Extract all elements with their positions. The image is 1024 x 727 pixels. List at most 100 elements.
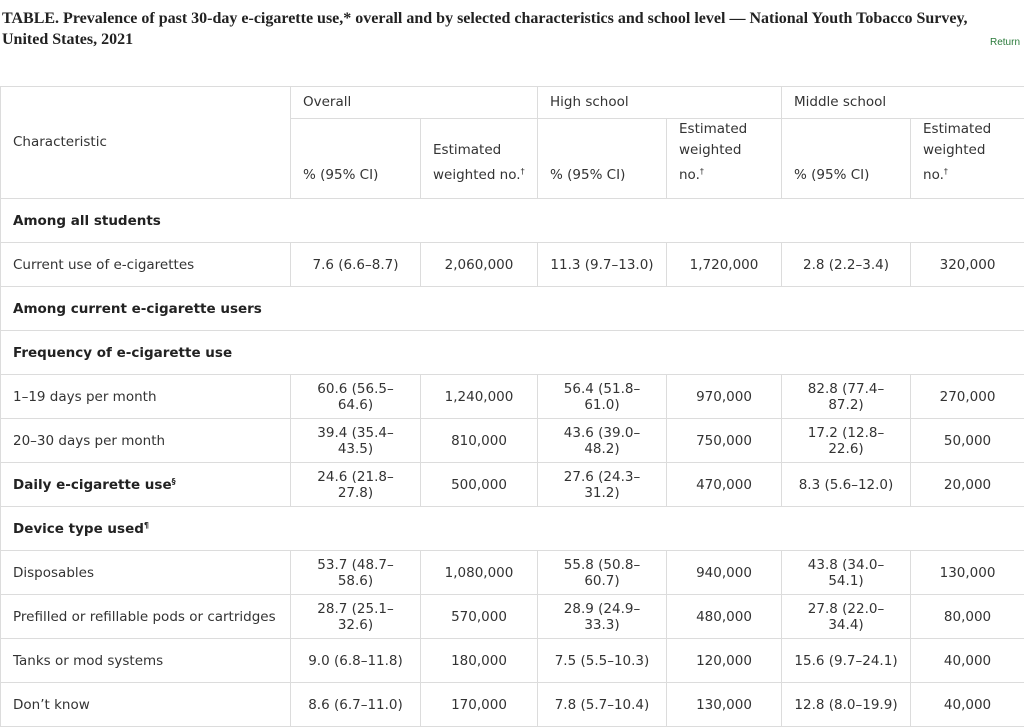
column-header: % (95% CI) — [782, 119, 911, 199]
table-cell: 1,720,000 — [667, 243, 782, 287]
column-header-text: Estimated weighted no. — [923, 121, 991, 183]
table-cell: 270,000 — [911, 375, 1024, 419]
table-cell: 55.8 (50.8–60.7) — [538, 551, 667, 595]
table-cell: 130,000 — [911, 551, 1024, 595]
row-label: 1–19 days per month — [1, 375, 291, 419]
table-cell: 7.5 (5.5–10.3) — [538, 639, 667, 683]
table-cell: 9.0 (6.8–11.8) — [291, 639, 421, 683]
table-row: Among all students — [1, 199, 1024, 243]
table-cell: 56.4 (51.8–61.0) — [538, 375, 667, 419]
table-cell: 810,000 — [421, 419, 538, 463]
row-label-text: Daily e-cigarette use — [13, 477, 172, 493]
column-header-text: % (95% CI) — [303, 167, 378, 183]
row-label-text: Current use of e-cigarettes — [13, 257, 194, 273]
table-row: Device type used¶ — [1, 507, 1024, 551]
footnote-mark: § — [172, 477, 176, 486]
table-cell: 27.8 (22.0–34.4) — [782, 595, 911, 639]
column-header: Estimated weighted no.† — [421, 119, 538, 199]
table-cell: 28.9 (24.9–33.3) — [538, 595, 667, 639]
table-cell: 53.7 (48.7–58.6) — [291, 551, 421, 595]
table-cell: 12.8 (8.0–19.9) — [782, 683, 911, 727]
row-label: Device type used¶ — [1, 507, 1024, 551]
row-label: Don’t know — [1, 683, 291, 727]
row-label-text: 1–19 days per month — [13, 389, 157, 405]
column-header-text: Estimated weighted no. — [679, 121, 747, 183]
table-row: Frequency of e-cigarette use — [1, 331, 1024, 375]
table-cell: 500,000 — [421, 463, 538, 507]
row-label: 20–30 days per month — [1, 419, 291, 463]
column-header-text: % (95% CI) — [550, 167, 625, 183]
table-cell: 20,000 — [911, 463, 1024, 507]
table-cell: 8.3 (5.6–12.0) — [782, 463, 911, 507]
row-label-text: Don’t know — [13, 697, 90, 713]
table-cell: 320,000 — [911, 243, 1024, 287]
table-cell: 11.3 (9.7–13.0) — [538, 243, 667, 287]
row-label: Daily e-cigarette use§ — [1, 463, 291, 507]
table-cell: 40,000 — [911, 639, 1024, 683]
table-cell: 470,000 — [667, 463, 782, 507]
table-cell: 39.4 (35.4–43.5) — [291, 419, 421, 463]
footnote-mark: † — [521, 167, 525, 176]
row-label: Tanks or mod systems — [1, 639, 291, 683]
table-cell: 7.8 (5.7–10.4) — [538, 683, 667, 727]
row-label: Prefilled or refillable pods or cartridg… — [1, 595, 291, 639]
table-cell: 970,000 — [667, 375, 782, 419]
row-label-text: Disposables — [13, 565, 94, 581]
table-title: TABLE. Prevalence of past 30-day e-cigar… — [2, 8, 1017, 50]
table-cell: 60.6 (56.5–64.6) — [291, 375, 421, 419]
table-body: Among all students Current use of e-cigar… — [1, 199, 1024, 727]
row-label-text: 20–30 days per month — [13, 433, 165, 449]
column-header: Estimated weighted no.† — [911, 119, 1024, 199]
table-cell: 1,240,000 — [421, 375, 538, 419]
table-row: Prefilled or refillable pods or cartridg… — [1, 595, 1024, 639]
table-cell: 27.6 (24.3–31.2) — [538, 463, 667, 507]
table-cell: 80,000 — [911, 595, 1024, 639]
group-header: High school — [538, 87, 782, 119]
row-label-text: Device type used — [13, 521, 144, 537]
table-cell: 2.8 (2.2–3.4) — [782, 243, 911, 287]
characteristic-header: Characteristic — [1, 87, 291, 199]
table-cell: 570,000 — [421, 595, 538, 639]
table-cell: 480,000 — [667, 595, 782, 639]
table-cell: 8.6 (6.7–11.0) — [291, 683, 421, 727]
row-label: Among all students — [1, 199, 1024, 243]
row-label-text: Prefilled or refillable pods or cartridg… — [13, 609, 276, 625]
column-header-text: % (95% CI) — [794, 167, 869, 183]
table-cell: 50,000 — [911, 419, 1024, 463]
table-cell: 40,000 — [911, 683, 1024, 727]
column-header-text: Estimated weighted no. — [433, 142, 521, 183]
table-cell: 7.6 (6.6–8.7) — [291, 243, 421, 287]
group-header: Overall — [291, 87, 538, 119]
row-label-text: Among all students — [13, 213, 161, 229]
table-cell: 2,060,000 — [421, 243, 538, 287]
table-row: Tanks or mod systems 9.0 (6.8–11.8)180,00… — [1, 639, 1024, 683]
row-label-text: Frequency of e-cigarette use — [13, 345, 232, 361]
return-link[interactable]: Return — [990, 37, 1020, 48]
table-row: Among current e-cigarette users — [1, 287, 1024, 331]
footnote-mark: † — [944, 167, 948, 176]
footnote-mark: † — [700, 167, 704, 176]
row-label: Disposables — [1, 551, 291, 595]
table-cell: 43.8 (34.0–54.1) — [782, 551, 911, 595]
table-row: Current use of e-cigarettes 7.6 (6.6–8.7)… — [1, 243, 1024, 287]
table-row: 1–19 days per month 60.6 (56.5–64.6)1,240… — [1, 375, 1024, 419]
table-cell: 28.7 (25.1–32.6) — [291, 595, 421, 639]
row-label: Among current e-cigarette users — [1, 287, 1024, 331]
table-cell: 170,000 — [421, 683, 538, 727]
group-header: Middle school — [782, 87, 1024, 119]
table-cell: 1,080,000 — [421, 551, 538, 595]
table-cell: 180,000 — [421, 639, 538, 683]
table-cell: 750,000 — [667, 419, 782, 463]
table-cell: 43.6 (39.0–48.2) — [538, 419, 667, 463]
table-cell: 940,000 — [667, 551, 782, 595]
row-label: Frequency of e-cigarette use — [1, 331, 1024, 375]
row-label: Current use of e-cigarettes — [1, 243, 291, 287]
column-header: % (95% CI) — [538, 119, 667, 199]
table-cell: 120,000 — [667, 639, 782, 683]
row-label-text: Tanks or mod systems — [13, 653, 163, 669]
